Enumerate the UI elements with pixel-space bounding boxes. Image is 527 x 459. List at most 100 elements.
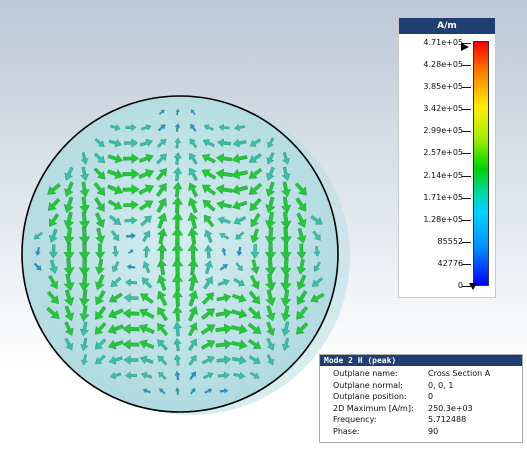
field-arrow	[215, 323, 233, 335]
field-arrow	[94, 197, 105, 212]
field-arrow	[188, 182, 199, 198]
field-arrow	[94, 338, 107, 350]
field-arrow	[79, 211, 91, 230]
field-arrow	[124, 216, 138, 225]
color-legend: A/m 4.71e+05 4.28e+05 3.85e+05 3.42e+05 2.99…	[398, 17, 496, 298]
field-arrow	[265, 289, 276, 307]
field-arrow	[264, 258, 277, 276]
field-arrow	[141, 371, 153, 379]
field-arrow	[295, 197, 307, 212]
field-arrow	[157, 290, 168, 307]
field-arrow	[265, 211, 276, 230]
field-arrow	[187, 274, 199, 292]
field-arrow	[138, 184, 154, 195]
field-arrow	[108, 292, 123, 303]
field-arrow	[187, 258, 199, 276]
field-arrow	[63, 258, 75, 276]
field-arrow	[249, 197, 262, 212]
field-arrow	[250, 228, 260, 244]
field-arrow	[156, 243, 168, 260]
field-arrow	[215, 339, 233, 350]
field-arrow	[202, 372, 214, 379]
legend-tick-label: 4.28e+05	[423, 60, 463, 70]
field-arrow	[157, 227, 168, 245]
field-arrow	[204, 260, 213, 275]
field-arrow	[141, 124, 152, 131]
field-arrow	[266, 166, 275, 181]
field-arrow	[139, 308, 155, 320]
field-arrow	[79, 305, 90, 322]
field-arrow	[219, 264, 228, 271]
field-arrow	[123, 355, 139, 365]
field-arrow	[250, 212, 261, 228]
field-arrow	[95, 306, 107, 320]
legend-tick-mark	[462, 87, 471, 89]
field-arrow	[264, 242, 277, 261]
field-arrow	[250, 259, 260, 275]
legend-tick-mark	[462, 263, 471, 265]
legend-tick-mark	[462, 197, 471, 199]
field-arrow	[250, 244, 260, 259]
field-arrow	[188, 290, 199, 307]
field-arrow	[122, 168, 140, 180]
field-arrows	[33, 108, 325, 395]
field-arrow	[107, 324, 124, 335]
field-arrow	[234, 124, 245, 131]
info-row-value: 5.712488	[428, 415, 467, 424]
field-arrow	[139, 355, 154, 364]
field-arrow	[157, 124, 166, 132]
field-arrow	[310, 292, 325, 303]
field-arrow	[111, 261, 120, 273]
legend-tick-label: 42776	[437, 258, 463, 268]
field-arrow	[95, 243, 106, 260]
field-arrow	[142, 245, 151, 258]
field-arrow	[280, 226, 292, 246]
legend-tick-label: 0	[457, 281, 463, 290]
field-arrow	[313, 246, 321, 257]
legend-tick-mark	[462, 65, 471, 67]
field-arrow	[157, 306, 168, 322]
field-arrow	[282, 152, 290, 165]
field-arrow	[124, 371, 137, 380]
field-arrow	[49, 259, 59, 275]
legend-tick-label: 85552	[437, 236, 463, 246]
field-arrow	[266, 152, 275, 165]
field-arrow	[296, 274, 307, 290]
field-arrow	[249, 371, 260, 379]
info-row-value: 0	[428, 392, 434, 401]
field-arrow	[172, 196, 183, 214]
legend-tick-label: 2.14e+05	[423, 170, 463, 180]
field-arrow	[248, 355, 261, 364]
field-arrow	[35, 247, 41, 256]
field-arrow	[247, 306, 261, 320]
field-arrow	[112, 245, 120, 258]
field-arrow	[189, 138, 198, 149]
field-arrow	[63, 227, 75, 245]
field-arrow	[202, 139, 215, 148]
field-arrow	[203, 124, 214, 131]
field-arrow	[201, 169, 217, 180]
field-arrow	[232, 355, 247, 365]
field-arrow	[200, 324, 216, 335]
field-arrow	[215, 184, 233, 195]
field-arrow	[231, 168, 249, 180]
field-arrow	[140, 293, 154, 304]
field-arrow	[95, 354, 106, 365]
field-arrow	[78, 226, 91, 246]
field-arrow	[187, 242, 199, 261]
field-arrow	[189, 371, 196, 381]
field-arrow	[203, 276, 213, 290]
info-row-label: Outplane name:	[333, 369, 398, 378]
field-arrow	[173, 337, 182, 352]
field-arrow	[280, 196, 292, 214]
legend-tick-label: 2.99e+05	[423, 126, 463, 136]
field-arrow	[280, 305, 291, 322]
field-arrow	[48, 228, 58, 243]
field-arrow	[138, 323, 155, 335]
field-arrow	[172, 305, 183, 322]
field-arrow	[95, 212, 105, 228]
field-arrow	[202, 199, 216, 212]
field-arrow	[217, 138, 232, 148]
field-arrow	[188, 306, 198, 322]
